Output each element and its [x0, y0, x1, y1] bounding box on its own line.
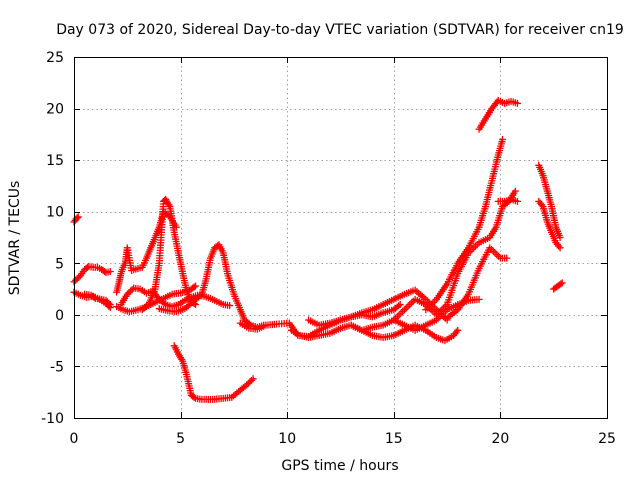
- y-tick-label: 20: [46, 102, 64, 118]
- series-pass-e: [113, 208, 180, 296]
- y-axis-label: SDTVAR / TECUs: [7, 181, 23, 296]
- y-tick-label: -5: [50, 359, 64, 375]
- series-pass-d: [81, 290, 114, 309]
- x-tick-label: 15: [385, 431, 403, 447]
- plot-frame: [74, 57, 608, 419]
- series-pass-l: [287, 321, 462, 345]
- series-pass-h: [138, 195, 200, 314]
- series-trace: [496, 196, 519, 205]
- series-pass-v: [550, 279, 566, 293]
- series-pass-r: [475, 96, 521, 133]
- series-trace: [551, 280, 565, 292]
- y-tick-label: -10: [41, 411, 64, 427]
- series-trace: [536, 199, 563, 250]
- series-layer: [70, 96, 566, 403]
- grid: [74, 57, 607, 418]
- axis-ticks: [74, 57, 608, 419]
- series-trace: [157, 242, 266, 330]
- series-pass-i: [155, 241, 268, 331]
- y-tick-label: 10: [46, 205, 64, 221]
- x-tick-labels: 0 5 10 15 20 25: [70, 431, 616, 447]
- y-tick-labels: -10 -5 0 5 10 15 20 25: [41, 50, 64, 427]
- x-tick-label: 10: [278, 431, 296, 447]
- chart-title: Day 073 of 2020, Sidereal Day-to-day VTE…: [56, 22, 624, 38]
- data-point: [432, 311, 440, 319]
- series-pass-t: [535, 161, 564, 241]
- series-pass-o: [390, 187, 519, 324]
- series-pass-f: [117, 284, 234, 311]
- series-trace: [171, 344, 255, 403]
- series-pass-n: [347, 295, 483, 334]
- y-tick-label: 25: [46, 50, 64, 66]
- series-pass-q: [443, 244, 511, 322]
- series-trace: [536, 163, 563, 239]
- x-tick-label: 5: [176, 431, 185, 447]
- series-pass-p: [422, 136, 507, 314]
- y-tick-label: 5: [55, 256, 64, 272]
- series-trace: [140, 196, 198, 312]
- series-pass-s: [494, 195, 521, 205]
- series-trace: [72, 263, 112, 284]
- series-trace: [71, 214, 81, 224]
- data-point: [400, 306, 408, 314]
- series-trace: [445, 246, 509, 321]
- series-trace: [113, 209, 179, 294]
- x-tick-label: 20: [491, 431, 509, 447]
- x-axis-label: GPS time / hours: [281, 458, 398, 474]
- series-pass-b: [70, 262, 114, 286]
- series-trace: [424, 138, 506, 312]
- x-tick-label: 25: [598, 431, 616, 447]
- y-tick-label: 15: [46, 153, 64, 169]
- series-pass-j: [170, 342, 257, 403]
- series-trace: [476, 97, 519, 131]
- series-trace: [118, 284, 231, 310]
- series-pass-a: [70, 213, 82, 226]
- series-pass-u: [535, 197, 564, 252]
- series-trace: [83, 291, 113, 307]
- data-point: [74, 213, 82, 221]
- y-tick-label: 0: [55, 308, 64, 324]
- data-point: [249, 375, 257, 383]
- series-trace: [392, 189, 518, 322]
- x-tick-label: 0: [70, 431, 79, 447]
